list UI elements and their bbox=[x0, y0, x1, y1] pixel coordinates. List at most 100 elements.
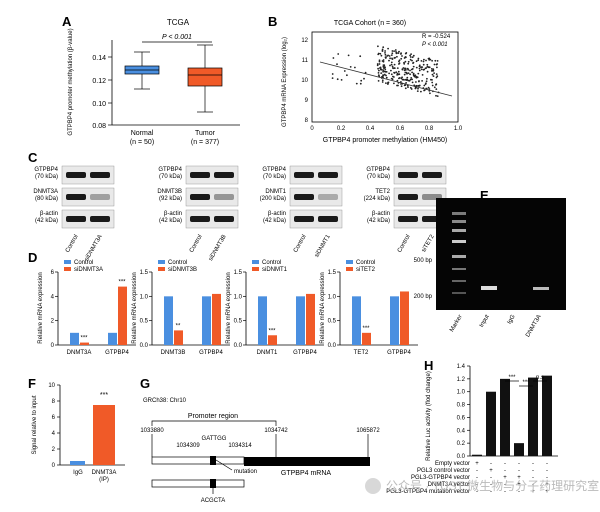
condition-mark: + bbox=[545, 482, 549, 488]
scatter-point bbox=[364, 71, 367, 74]
blot-row-label: TET2 bbox=[375, 189, 390, 195]
legend-swatch-control bbox=[346, 260, 353, 264]
scatter-point bbox=[409, 78, 412, 81]
blot-band bbox=[214, 216, 234, 222]
ytick: 0.5 bbox=[328, 319, 337, 325]
condition-mark: - bbox=[532, 482, 534, 488]
blot-strip bbox=[289, 187, 343, 207]
blot-band bbox=[318, 216, 338, 222]
scatter-point bbox=[355, 82, 358, 85]
scatter-point bbox=[347, 54, 350, 57]
scatter-point bbox=[363, 77, 365, 80]
category-label: DNMT3A bbox=[67, 350, 92, 356]
condition-mark: + bbox=[545, 489, 549, 495]
mrna-box bbox=[244, 457, 370, 466]
blot-band bbox=[422, 172, 442, 178]
scatter-point bbox=[418, 65, 421, 68]
blot-row-label: β-actin bbox=[372, 211, 390, 217]
scatter-point bbox=[425, 80, 428, 83]
blot-row-label: DNMT3A bbox=[33, 189, 58, 195]
panel-a-pvalue: P < 0.001 bbox=[162, 34, 192, 41]
ytick: 0 bbox=[52, 463, 56, 469]
condition-mark: + bbox=[517, 475, 521, 481]
scatter-point bbox=[397, 84, 399, 87]
scatter-point bbox=[412, 65, 415, 68]
scatter-point bbox=[385, 74, 387, 77]
scatter-point bbox=[436, 63, 438, 65]
scatter-point bbox=[390, 63, 393, 66]
panel-letter-b: B bbox=[268, 14, 277, 29]
scatter-point bbox=[396, 67, 399, 69]
blot-band bbox=[318, 172, 338, 178]
scatter-point bbox=[377, 67, 379, 70]
blot-band bbox=[294, 172, 314, 178]
ytick: 8 bbox=[52, 399, 56, 405]
scatter-point bbox=[409, 86, 412, 89]
bar-dnmt3a-ip bbox=[93, 405, 115, 465]
scatter-point bbox=[420, 90, 422, 93]
bar-control-tet2 bbox=[352, 296, 361, 345]
xtick: 0.4 bbox=[366, 126, 375, 132]
scatter-point bbox=[422, 60, 425, 63]
scatter-point bbox=[377, 52, 380, 55]
ytick: 1.5 bbox=[328, 270, 337, 276]
scatter-point bbox=[380, 72, 383, 74]
scatter-point bbox=[389, 57, 391, 60]
qpcr-ylabel: Relative mRNA expression bbox=[320, 272, 326, 343]
blot-group-3: GTPBP4(70 kDa) DNMT1(200 kDa) β-actin(42 k… bbox=[260, 165, 343, 259]
scatter-point bbox=[430, 68, 433, 70]
scatter-point bbox=[426, 63, 429, 66]
panel-f-cat-ip: (IP) bbox=[99, 477, 109, 483]
bar-sidnmt3a-dnmt3a bbox=[80, 342, 89, 345]
bar-igg bbox=[70, 461, 85, 465]
bar-control-gtpbp4 bbox=[202, 296, 211, 345]
scatter-point bbox=[415, 60, 418, 63]
scatter-point bbox=[390, 54, 393, 56]
scatter-point bbox=[396, 79, 399, 82]
panel-f-ylabel: Signal relative to input bbox=[32, 395, 38, 454]
scatter-point bbox=[436, 75, 439, 78]
marker-500bp: 500 bp bbox=[414, 258, 433, 264]
scatter-point bbox=[432, 75, 435, 77]
scatter-point bbox=[382, 74, 385, 77]
blot-row-kda: (70 kDa) bbox=[263, 174, 286, 180]
scatter-point bbox=[384, 57, 387, 59]
scatter-point bbox=[385, 82, 387, 84]
scatter-point bbox=[423, 58, 425, 61]
blot-band bbox=[66, 172, 86, 178]
scatter-point bbox=[384, 70, 387, 73]
scatter-point bbox=[406, 76, 409, 79]
xtick: 0 bbox=[310, 126, 314, 132]
promoter-box bbox=[151, 456, 245, 465]
ytick: 1.0 bbox=[457, 390, 466, 396]
scatter-point bbox=[400, 53, 402, 55]
condition-mark: - bbox=[476, 482, 478, 488]
blot-band bbox=[90, 172, 110, 178]
scatter-point bbox=[421, 66, 424, 68]
promoter-region-label: Promoter region bbox=[188, 413, 238, 420]
blot-strip bbox=[61, 187, 115, 207]
blot-band bbox=[294, 194, 314, 200]
scatter-point bbox=[428, 88, 431, 90]
panel-f-yticks: 10 8 6 4 2 0 bbox=[48, 383, 60, 469]
scatter-point bbox=[377, 72, 380, 74]
scatter-point bbox=[343, 70, 346, 72]
blot-row-kda: (70 kDa) bbox=[35, 174, 58, 180]
scatter-point bbox=[382, 59, 385, 61]
ytick: 0.5 bbox=[234, 319, 243, 325]
legend-swatch-treated bbox=[158, 267, 165, 271]
legend-treated: siDNMT3B bbox=[168, 267, 197, 273]
condition-mark: + bbox=[531, 489, 535, 495]
ytick: 6 bbox=[51, 270, 55, 276]
ytick: 1.0 bbox=[234, 294, 243, 300]
category-label: DNMT3B bbox=[161, 350, 186, 356]
gel-marker-ladder bbox=[452, 212, 466, 294]
condition-mark: - bbox=[476, 475, 478, 481]
legend-control: Control bbox=[356, 260, 375, 266]
blot-strip bbox=[185, 187, 239, 207]
ytick: 1.4 bbox=[457, 364, 466, 370]
scatter-point bbox=[401, 55, 403, 57]
condition-mark: - bbox=[504, 489, 506, 495]
panel-letter-h: H bbox=[424, 358, 433, 373]
ytick: 8 bbox=[305, 118, 309, 124]
